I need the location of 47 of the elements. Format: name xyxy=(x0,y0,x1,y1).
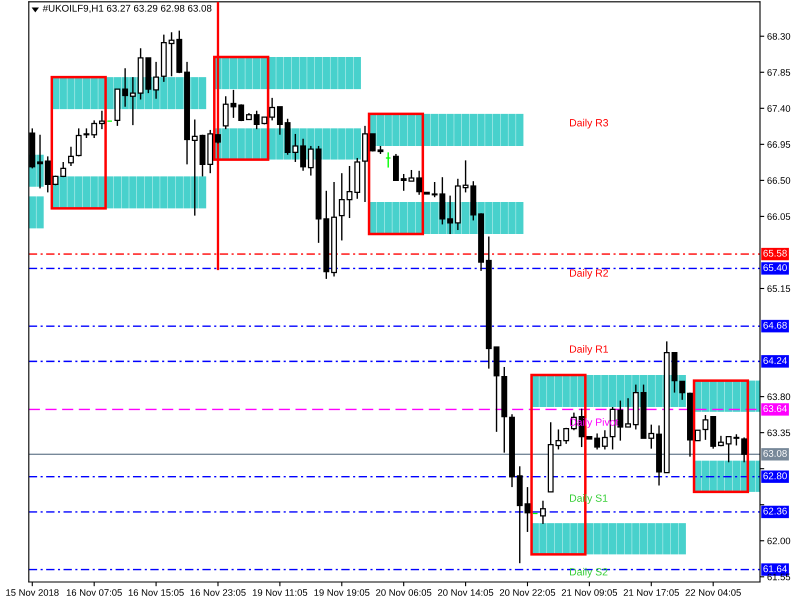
y-tick-label: 67.40 xyxy=(767,105,790,112)
x-tick-label: 16 Nov 07:05 xyxy=(66,589,122,596)
candlestick xyxy=(346,165,352,219)
candlestick xyxy=(648,424,654,450)
y-tick-label: 63.35 xyxy=(767,429,790,436)
x-tick-label: 22 Nov 04:05 xyxy=(686,589,741,596)
x-tick-label: 19 Nov 11:05 xyxy=(252,589,308,596)
y-tick-label: 67.85 xyxy=(767,69,790,76)
candlestick xyxy=(68,146,74,167)
x-tick-label: 20 Nov 06:05 xyxy=(376,589,432,596)
chart-title: #UKOILF9,H1 63.27 63.29 62.98 63.08 xyxy=(42,4,212,13)
x-tick-label: 15 Nov 2018 xyxy=(6,589,59,596)
annotation: Daily R3 xyxy=(570,118,608,128)
ref-line-label: 65.58 xyxy=(763,250,787,257)
candlestick xyxy=(694,430,701,442)
ref-line-label: 64.68 xyxy=(763,322,787,329)
candlestick xyxy=(98,110,105,130)
ref-line-label: 64.24 xyxy=(763,357,787,364)
y-tick-label: 68.30 xyxy=(767,33,790,40)
x-tick-label: 16 Nov 15:05 xyxy=(128,589,184,596)
y-tick-label: 66.05 xyxy=(767,213,790,220)
ref-line-label: 62.80 xyxy=(763,472,787,480)
x-tick-label: 20 Nov 22:05 xyxy=(500,589,556,596)
y-tick-label: 63.80 xyxy=(767,393,790,400)
x-tick-label: 21 Nov 17:05 xyxy=(624,589,679,596)
candlestick xyxy=(338,172,345,242)
candlestick xyxy=(524,486,530,533)
y-tick-label: 65.15 xyxy=(767,285,790,292)
ref-line-label: 65.40 xyxy=(763,264,787,272)
annotation: Daily R1 xyxy=(570,345,608,355)
x-tick-label: 19 Nov 19:05 xyxy=(314,589,370,596)
candlestick xyxy=(44,156,51,194)
ref-line-label: 63.64 xyxy=(763,405,787,412)
ref-line-label: 61.64 xyxy=(763,565,787,572)
y-tick-label: 66.50 xyxy=(767,177,790,184)
x-tick-label: 21 Nov 09:05 xyxy=(562,589,618,596)
ref-line-label: 63.08 xyxy=(763,450,787,457)
candlestick xyxy=(76,128,82,158)
x-tick-label: 16 Nov 23:05 xyxy=(190,589,246,596)
annotation: Daily R2 xyxy=(570,269,608,279)
ref-line-label: 62.36 xyxy=(763,508,787,515)
y-tick-label: 62.00 xyxy=(767,538,790,544)
candlestick xyxy=(385,152,392,168)
x-tick-label: 20 Nov 14:05 xyxy=(438,589,494,596)
y-tick-label: 61.55 xyxy=(767,574,790,580)
y-tick-label: 66.95 xyxy=(767,141,790,148)
annotation: Daily S2 xyxy=(570,568,608,578)
